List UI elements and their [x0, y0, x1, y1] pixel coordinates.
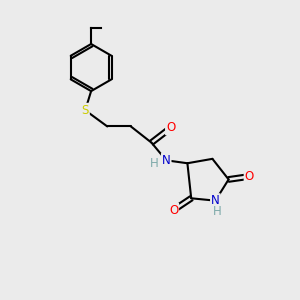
- Text: O: O: [244, 170, 254, 183]
- Text: N: N: [162, 154, 171, 167]
- Text: H: H: [149, 157, 158, 170]
- Text: H: H: [212, 205, 221, 218]
- Text: S: S: [82, 104, 89, 117]
- Text: O: O: [166, 122, 175, 134]
- Text: N: N: [211, 194, 220, 207]
- Text: O: O: [169, 204, 178, 217]
